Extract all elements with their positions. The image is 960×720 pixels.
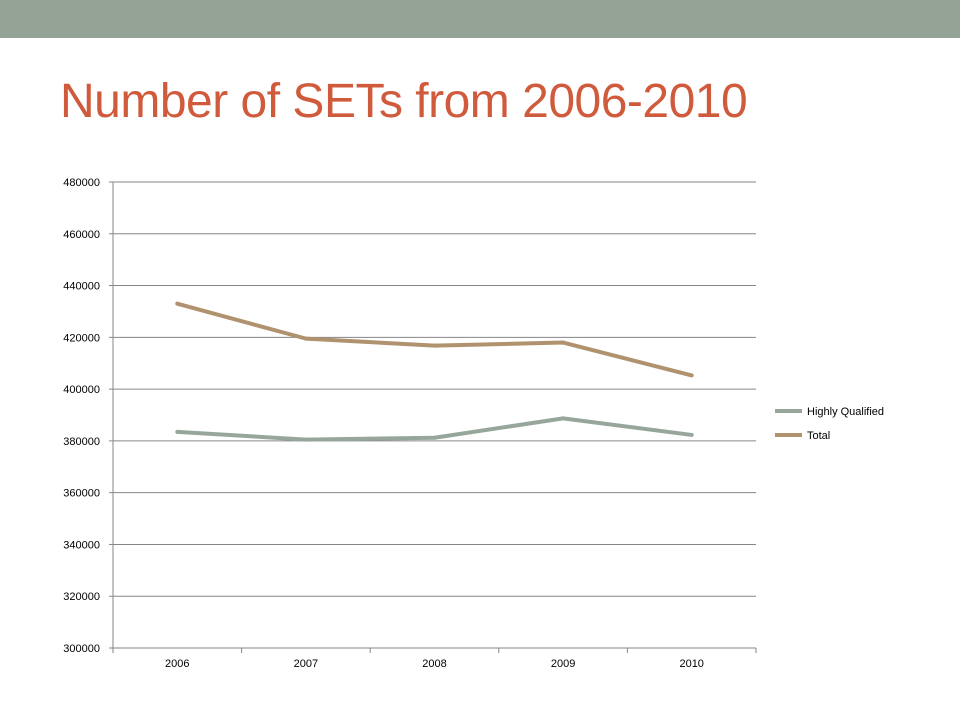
- data-point-highly-qualified-2008: [432, 435, 437, 440]
- top-accent-bar: [0, 0, 960, 38]
- data-point-highly-qualified-2006: [175, 429, 180, 434]
- y-tick-label-380000: 380000: [63, 436, 100, 448]
- y-tick-label-340000: 340000: [63, 539, 100, 551]
- legend: Highly Qualified Total: [775, 406, 884, 442]
- y-tick-label-320000: 320000: [63, 591, 100, 603]
- data-point-total-2009: [561, 340, 566, 345]
- y-tick-label-440000: 440000: [63, 281, 100, 293]
- y-tick-label-460000: 460000: [63, 229, 100, 241]
- data-point-total-2010: [689, 373, 694, 378]
- data-point-highly-qualified-2009: [561, 416, 566, 421]
- y-tick-label-300000: 300000: [63, 643, 100, 655]
- data-point-total-2007: [303, 336, 308, 341]
- data-point-total-2006: [175, 301, 180, 306]
- series-line-total: [176, 301, 693, 378]
- x-tick-label-2006: 2006: [165, 658, 189, 670]
- data-point-highly-qualified-2010: [689, 432, 694, 437]
- legend-label-highly-qualified: Highly Qualified: [807, 406, 884, 418]
- series-lines: [175, 301, 694, 442]
- axes: 300000 320000 340000 360000 380000 400000 4200…: [63, 177, 757, 670]
- x-tick-label-2009: 2009: [551, 658, 575, 670]
- y-tick-label-400000: 400000: [63, 384, 100, 396]
- y-tick-label-480000: 480000: [63, 177, 100, 189]
- gridlines: [113, 181, 756, 597]
- legend-label-total: Total: [807, 430, 830, 442]
- x-tick-label-2010: 2010: [679, 658, 703, 670]
- data-point-highly-qualified-2007: [303, 437, 308, 442]
- x-tick-label-2007: 2007: [294, 658, 318, 670]
- x-tick-label-2008: 2008: [422, 658, 446, 670]
- slide-title: Number of SETs from 2006-2010: [60, 75, 748, 128]
- data-point-total-2008: [432, 343, 437, 348]
- y-tick-label-360000: 360000: [63, 488, 100, 500]
- y-tick-label-420000: 420000: [63, 332, 100, 344]
